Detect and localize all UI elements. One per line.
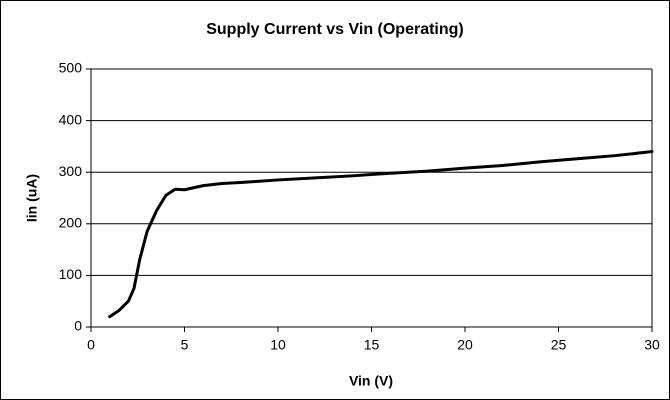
x-tick-label: 5: [181, 337, 189, 353]
data-line: [108, 150, 654, 319]
x-tick-label: 15: [364, 337, 380, 353]
y-tick-label: 400: [59, 111, 83, 127]
x-tick-label: 0: [87, 337, 95, 353]
x-tick-label: 30: [644, 337, 660, 353]
chart-title: Supply Current vs Vin (Operating): [206, 21, 464, 38]
x-tick-label: 20: [457, 337, 473, 353]
y-tick-label: 200: [59, 215, 83, 231]
y-tick-label: 100: [59, 266, 83, 282]
y-tick-label: 300: [59, 163, 83, 179]
x-tick-label: 10: [270, 337, 286, 353]
y-axis-label: Iin (uA): [24, 174, 40, 222]
y-tick-label: 500: [59, 60, 83, 76]
x-tick-label: 25: [551, 337, 567, 353]
x-axis-label: Vin (V): [349, 373, 393, 389]
y-tick-label: 0: [74, 318, 82, 334]
